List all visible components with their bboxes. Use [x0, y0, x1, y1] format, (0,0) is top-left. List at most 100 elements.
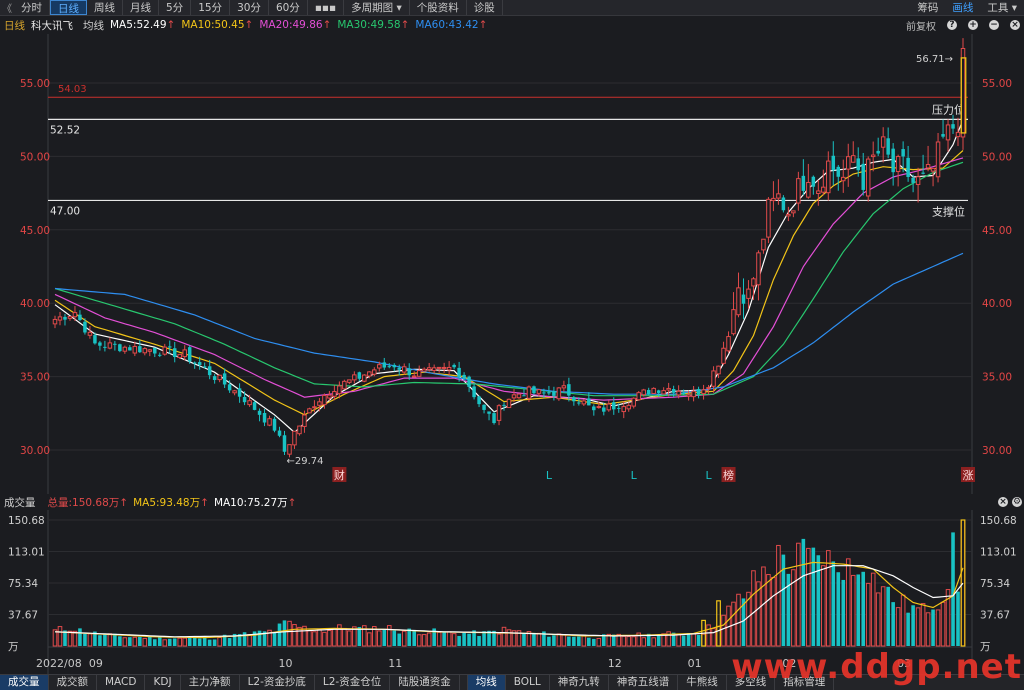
indicator-tab-hk-connect[interactable]: 陆股通资金	[390, 675, 460, 690]
indicator-tab-l2-bottom[interactable]: L2-资金抄底	[240, 675, 315, 690]
candle-up	[955, 131, 961, 138]
candle-down	[472, 386, 476, 398]
indicator-tab-magic-nine[interactable]: 神奇九转	[550, 675, 609, 690]
candle-up	[287, 444, 292, 455]
indicator-tab-volume[interactable]: 成交量	[0, 675, 49, 690]
candle-down	[262, 412, 267, 423]
tab-30min[interactable]: 30分	[230, 0, 269, 15]
candle-up	[786, 213, 791, 217]
indicator-tab-main-net[interactable]: 主力净额	[181, 675, 240, 690]
indicator-tab-ma[interactable]: 均线	[467, 675, 506, 690]
tab-60min[interactable]: 60分	[269, 0, 308, 15]
volume-bar-up	[322, 631, 327, 647]
zoom-out-icon[interactable]: −	[989, 20, 999, 30]
indicator-tab-boll[interactable]: BOLL	[506, 675, 550, 690]
close-icon[interactable]: ×	[1010, 20, 1020, 30]
volume-bar-down	[262, 631, 267, 646]
candle-up	[327, 394, 332, 399]
tab-more[interactable]: ▪▪▪	[308, 0, 345, 15]
volume-bar-up	[556, 633, 562, 647]
volume-bar-up	[122, 637, 128, 647]
candle-up	[631, 397, 636, 407]
tab-diagnose[interactable]: 诊股	[467, 0, 503, 15]
volume-tick-right: 75.34	[980, 578, 1010, 590]
candle-up	[661, 390, 666, 395]
volume-bar-up	[72, 630, 78, 647]
volume-tick-right: 万	[980, 641, 991, 653]
indicator-tab-l2-position[interactable]: L2-资金仓位	[315, 675, 391, 690]
candle-up	[431, 367, 437, 372]
zoom-in-icon[interactable]: +	[968, 20, 978, 30]
volume-bar-up	[940, 601, 946, 647]
ma-indicator-label[interactable]: 均线	[83, 19, 104, 32]
candle-up	[691, 390, 696, 398]
tab-week[interactable]: 周线	[87, 0, 123, 15]
indicator-tab-bull-bear[interactable]: 牛熊线	[678, 675, 727, 690]
indicator-tab-turnover[interactable]: 成交额	[49, 675, 97, 690]
volume-settings-icon[interactable]: ⚙	[1012, 497, 1022, 507]
adjust-mode-button[interactable]: 前复权	[906, 21, 936, 33]
volume-chart[interactable]: 150.68 150.68 113.01 113.01 75.34 75.34 37.67 3…	[0, 510, 1024, 674]
ma20-line	[54, 157, 964, 401]
ma10-value: MA10:50.45↑	[181, 19, 254, 31]
indicator-tab-long-short[interactable]: 多空线	[727, 675, 776, 690]
toolbar-right: 筹码 画线 工具 ▾	[910, 0, 1024, 16]
volume-tick-left: 37.67	[8, 610, 38, 622]
volume-bar-down	[257, 630, 262, 646]
candle-down	[477, 396, 481, 405]
price-tick-right: 45.00	[982, 225, 1012, 237]
candle-down	[63, 316, 67, 320]
candle-down	[187, 347, 192, 362]
volume-bar-up	[641, 637, 646, 647]
candle-down	[617, 407, 621, 409]
tab-profile[interactable]: 个股资料	[410, 0, 467, 15]
candle-up	[441, 366, 447, 369]
x-axis-label: 11	[388, 657, 402, 670]
volume-bar-down	[272, 632, 277, 646]
candle-up	[716, 365, 721, 375]
indicator-tab-magic-five[interactable]: 神奇五线谱	[609, 675, 679, 690]
indicator-tab-indicator-manage[interactable]: 指标管理	[775, 675, 835, 690]
volume-bar-down	[841, 579, 846, 646]
volume-bar-up	[376, 630, 382, 647]
candle-down	[78, 314, 82, 321]
candle-down	[612, 402, 616, 410]
indicator-tab-macd[interactable]: MACD	[97, 675, 146, 690]
candle-up	[870, 154, 876, 158]
tab-multi-period[interactable]: 多周期图 ▾	[344, 0, 410, 15]
ma20-value: MA20:49.86↑	[259, 19, 332, 31]
toolbar-tools-button[interactable]: 工具 ▾	[987, 2, 1017, 14]
toolbar-draw-line-button[interactable]: 画线	[952, 2, 974, 14]
tab-minute[interactable]: 分时	[14, 0, 50, 15]
tab-5min[interactable]: 5分	[159, 0, 192, 15]
event-marker-bg	[961, 467, 975, 482]
volume-bar-down	[646, 633, 651, 646]
volume-bar-up	[736, 593, 741, 647]
volume-bar-down	[167, 638, 172, 646]
volume-bar-down	[567, 636, 571, 646]
volume-bar-up	[87, 633, 93, 647]
price-tick-right: 35.00	[982, 372, 1012, 384]
ma-legend: 日线 科大讯飞 均线 MA5:52.49↑ MA10:50.45↑ MA20:4…	[0, 17, 1024, 33]
tab-15min[interactable]: 15分	[191, 0, 231, 15]
help-icon[interactable]: ?	[947, 20, 957, 30]
candle-up	[297, 425, 302, 435]
ma30-value: MA30:49.58↑	[337, 19, 410, 31]
volume-close-icon[interactable]: ×	[998, 497, 1008, 507]
indicator-tab-kdj[interactable]: KDJ	[145, 675, 181, 690]
candle-down	[801, 175, 806, 191]
candle-down	[242, 396, 247, 403]
back-icon[interactable]: 《	[2, 4, 12, 15]
toolbar-chips-button[interactable]: 筹码	[917, 2, 939, 14]
volume-bar-up	[776, 544, 781, 647]
candle-last	[960, 57, 967, 134]
volume-bar-down	[477, 635, 481, 646]
candle-up	[816, 190, 821, 194]
tab-month[interactable]: 月线	[123, 0, 159, 15]
volume-bar-down	[172, 638, 177, 646]
volume-bar-down	[856, 574, 861, 646]
volume-bar-down	[222, 634, 227, 646]
tab-day[interactable]: 日线	[50, 0, 87, 15]
price-chart[interactable]: 54.0352.52压力位47.00 支撑位56.71→←29.74财 L L L 榜涨 …	[0, 34, 1024, 494]
candle-down	[207, 366, 212, 376]
